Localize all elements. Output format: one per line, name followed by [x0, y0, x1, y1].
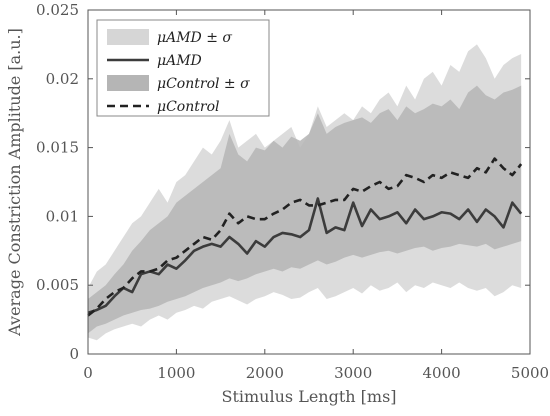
- y-tick-label: 0.025: [36, 1, 79, 19]
- y-tick-label: 0.02: [46, 70, 79, 88]
- legend-swatch-band: [107, 29, 149, 45]
- y-tick-label: 0.015: [36, 139, 79, 157]
- y-axis-label: Average Constriction Amplitude [a.u.]: [5, 28, 24, 337]
- plot-frame: [87, 9, 531, 355]
- x-tick-label: 0: [83, 364, 93, 382]
- y-tick-label: 0.01: [46, 207, 79, 225]
- legend-label: μControl ± σ: [157, 76, 250, 92]
- y-axis-ticks: 0 0.005 0.01 0.015 0.02 0.025: [36, 1, 530, 363]
- x-tick-label: 5000: [511, 364, 549, 382]
- y-tick-label: 0.005: [36, 276, 79, 294]
- legend-label: μAMD: [157, 53, 202, 69]
- x-tick-label: 1000: [157, 364, 195, 382]
- x-tick-label: 2000: [246, 364, 284, 382]
- y-tick-label: 0: [69, 345, 79, 363]
- legend-swatch-band: [107, 75, 149, 91]
- x-tick-label: 4000: [423, 364, 461, 382]
- band-series-1: [88, 85, 522, 334]
- bands-layer: [88, 44, 522, 341]
- line-series-2: [87, 197, 523, 314]
- x-axis-label: Stimulus Length [ms]: [221, 387, 396, 406]
- legend: μAMD ± σ μAMD μControl ± σ μControl: [96, 19, 270, 117]
- lines-layer: [87, 157, 523, 317]
- x-tick-label: 3000: [334, 364, 372, 382]
- legend-label: μAMD ± σ: [157, 30, 232, 46]
- x-axis-ticks: 0 1000 2000 3000 4000 5000: [83, 10, 549, 382]
- legend-label: μControl: [157, 99, 219, 115]
